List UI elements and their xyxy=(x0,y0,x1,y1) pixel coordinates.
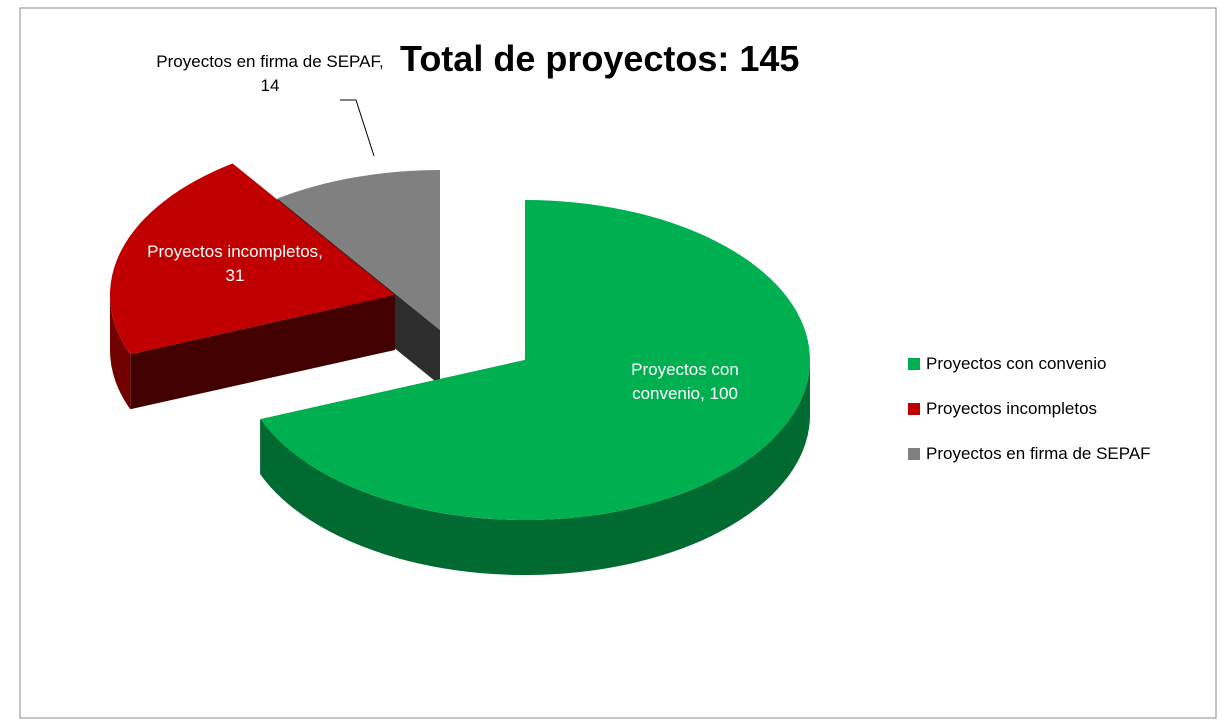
legend-label: Proyectos incompletos xyxy=(926,399,1098,418)
leader-line xyxy=(340,99,375,157)
chart-title: Total de proyectos: 145 xyxy=(400,38,800,79)
legend-swatch xyxy=(908,358,920,370)
pie-slice xyxy=(110,163,395,355)
legend-label: Proyectos en firma de SEPAF xyxy=(926,444,1151,463)
legend-swatch xyxy=(908,448,920,460)
legend-swatch xyxy=(908,403,920,415)
data-label: Proyectos con convenio, 100 xyxy=(631,360,739,403)
data-label: Proyectos incompletos, 31 xyxy=(147,242,323,285)
legend-label: Proyectos con convenio xyxy=(926,354,1107,373)
pie-slice xyxy=(260,200,810,520)
data-label: Proyectos en firma de SEPAF, 14 xyxy=(156,52,384,95)
slice-side xyxy=(260,360,811,576)
slice-wall xyxy=(130,295,395,410)
pie-slice xyxy=(277,170,440,330)
slice-side xyxy=(110,295,131,410)
